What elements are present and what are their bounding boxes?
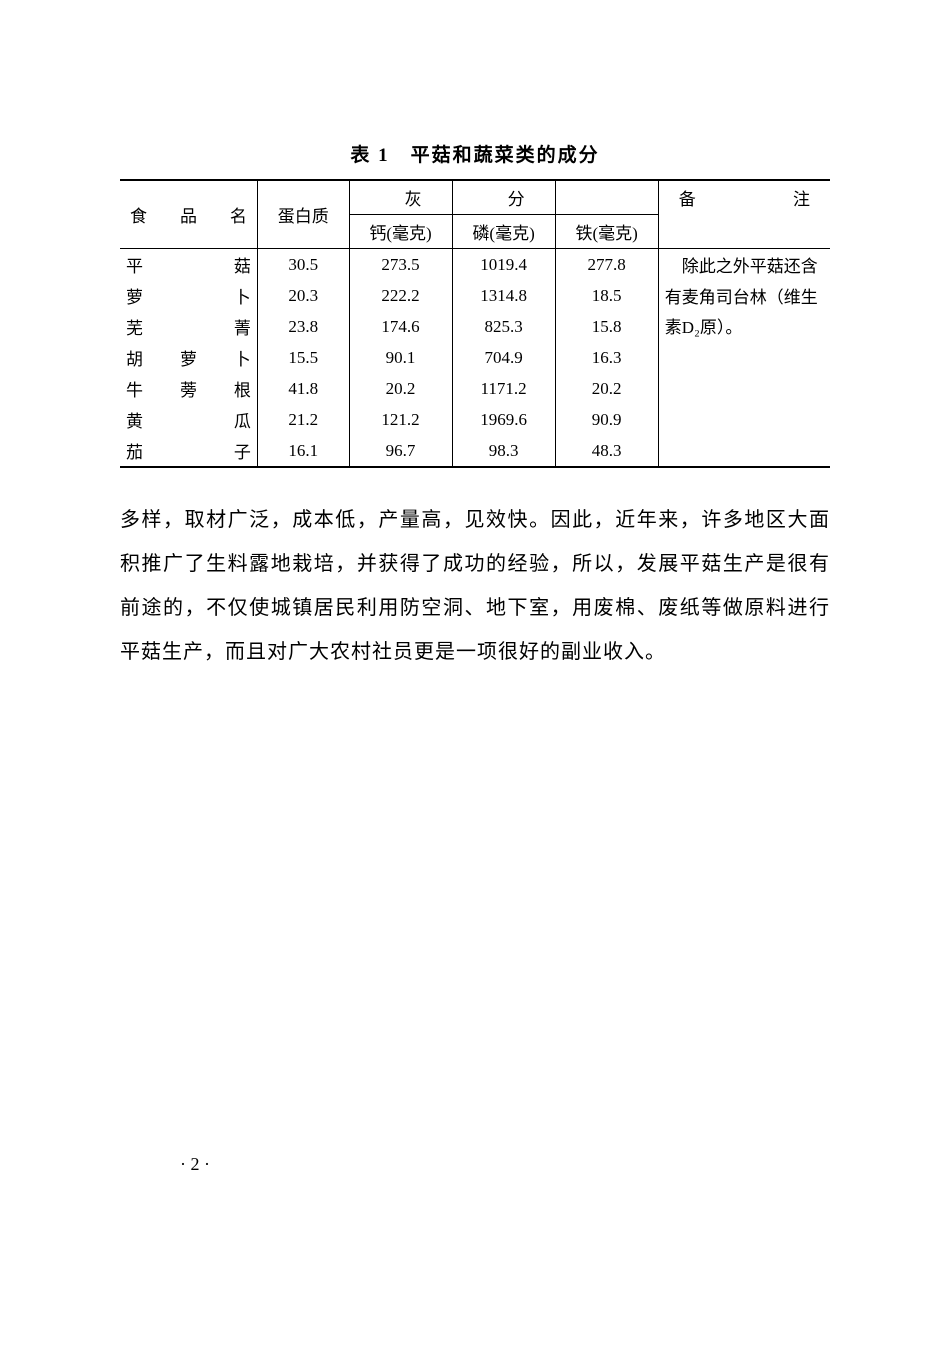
cell-name: 牛 蒡 根 [120,373,257,404]
cell-protein: 30.5 [257,249,349,281]
cell-p: 98.3 [452,435,555,467]
cell-name: 芜 菁 [120,311,257,342]
cell-fe: 48.3 [555,435,658,467]
cell-protein: 20.3 [257,280,349,311]
cell-protein: 23.8 [257,311,349,342]
header-protein: 蛋白质 [257,180,349,249]
cell-p: 1314.8 [452,280,555,311]
cell-ca: 174.6 [349,311,452,342]
cell-name: 茄 子 [120,435,257,467]
page-number: · 2 · [180,1154,210,1175]
note-cell: 除此之外平菇还含有麦角司台林（维生素D₂原）。 [658,249,830,468]
header-note: 备 注 [658,180,830,249]
cell-fe: 18.5 [555,280,658,311]
header-name: 食 品 名 [120,180,257,249]
cell-protein: 21.2 [257,404,349,435]
cell-ca: 96.7 [349,435,452,467]
header-ash-group: 灰 [349,180,452,215]
composition-table: 食 品 名 蛋白质 灰 分 备 注 钙(毫克) 磷(毫克) 铁(毫克) 平 菇 … [120,179,830,468]
header-calcium: 钙(毫克) [349,215,452,249]
cell-ca: 90.1 [349,342,452,373]
header-ash-blank [555,180,658,215]
cell-ca: 20.2 [349,373,452,404]
cell-name: 胡 萝 卜 [120,342,257,373]
cell-name: 萝 卜 [120,280,257,311]
cell-name: 黄 瓜 [120,404,257,435]
cell-fe: 90.9 [555,404,658,435]
cell-protein: 16.1 [257,435,349,467]
cell-protein: 41.8 [257,373,349,404]
cell-ca: 121.2 [349,404,452,435]
cell-protein: 15.5 [257,342,349,373]
cell-fe: 15.8 [555,311,658,342]
cell-p: 825.3 [452,311,555,342]
cell-fe: 277.8 [555,249,658,281]
cell-fe: 16.3 [555,342,658,373]
cell-p: 704.9 [452,342,555,373]
cell-p: 1019.4 [452,249,555,281]
header-phosphorus: 磷(毫克) [452,215,555,249]
cell-p: 1969.6 [452,404,555,435]
body-paragraph: 多样，取材广泛，成本低，产量高，见效快。因此，近年来，许多地区大面积推广了生料露… [120,498,830,674]
header-ash-group2: 分 [452,180,555,215]
cell-ca: 222.2 [349,280,452,311]
header-iron: 铁(毫克) [555,215,658,249]
cell-name: 平 菇 [120,249,257,281]
cell-ca: 273.5 [349,249,452,281]
cell-p: 1171.2 [452,373,555,404]
table-title: 表 1 平菇和蔬菜类的成分 [120,140,830,167]
cell-fe: 20.2 [555,373,658,404]
